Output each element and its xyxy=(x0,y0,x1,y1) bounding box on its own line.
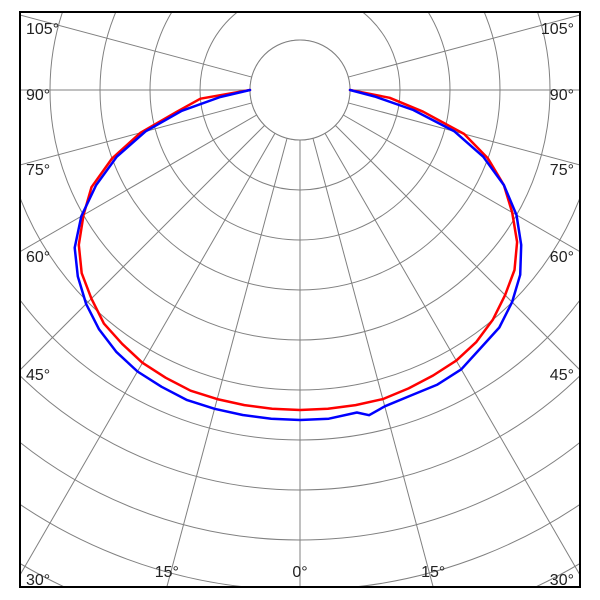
angle-label: 90° xyxy=(550,87,574,104)
angle-label: 30° xyxy=(550,572,574,589)
angle-label: 75° xyxy=(550,162,574,179)
angle-label: 105° xyxy=(541,21,574,38)
angle-label: 60° xyxy=(26,249,50,266)
angle-label: 75° xyxy=(26,162,50,179)
angle-label: 45° xyxy=(550,367,574,384)
angle-label: 0° xyxy=(292,564,307,581)
angle-label: 105° xyxy=(26,21,59,38)
angle-label: 60° xyxy=(550,249,574,266)
angle-label: 15° xyxy=(421,564,445,581)
angle-label: 15° xyxy=(155,564,179,581)
angle-label: 45° xyxy=(26,367,50,384)
angle-label: 90° xyxy=(26,87,50,104)
angle-label: 30° xyxy=(26,572,50,589)
